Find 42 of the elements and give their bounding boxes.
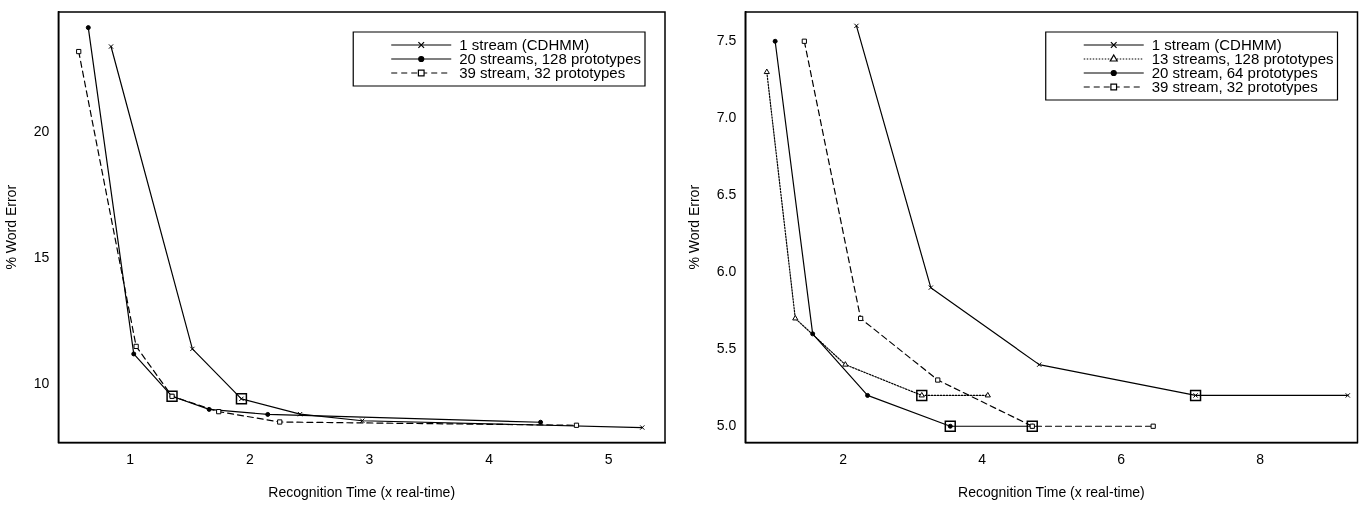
x-axis-title: Recognition Time (x real-time)	[958, 484, 1145, 501]
x-axis-title: Recognition Time (x real-time)	[268, 484, 456, 501]
x-tick-label: 1	[126, 450, 135, 467]
point	[1150, 423, 1156, 429]
x-tick-label: 5	[604, 450, 613, 467]
point	[1036, 362, 1042, 368]
y-tick-label: 10	[33, 375, 50, 392]
y-tick-label: 7.0	[716, 109, 737, 126]
x-tick-label: 8	[1256, 450, 1265, 467]
point	[297, 411, 303, 417]
y-tick-label: 6.0	[716, 263, 737, 280]
point	[189, 346, 195, 352]
x-tick-label: 2	[245, 450, 254, 467]
point	[216, 409, 222, 415]
point	[359, 418, 365, 424]
point	[763, 68, 770, 75]
point	[277, 419, 283, 425]
y-tick-label: 6.5	[716, 186, 737, 203]
point	[792, 314, 799, 321]
x-tick-label: 6	[1117, 450, 1126, 467]
point	[573, 422, 580, 428]
legend-label: 1 stream (CDHMM)	[1151, 36, 1282, 54]
y-tick-label: 15	[33, 249, 50, 266]
y-tick-label: 20	[33, 123, 50, 140]
point	[133, 343, 139, 350]
legend-label: 1 stream (CDHMM)	[459, 36, 590, 54]
point	[801, 38, 807, 44]
x-tick-label: 3	[365, 450, 374, 467]
y-tick-label: 5.0	[716, 417, 737, 434]
y-tick-label: 5.5	[716, 340, 737, 357]
point	[842, 361, 849, 367]
y-tick-label: 7.5	[716, 32, 737, 49]
point	[858, 315, 864, 322]
point	[928, 285, 934, 291]
x-tick-label: 2	[839, 450, 848, 467]
x-tick-label: 4	[485, 450, 494, 467]
point	[984, 391, 991, 398]
y-axis-title: % Word Error	[3, 184, 20, 270]
point	[935, 377, 941, 383]
point	[76, 48, 82, 55]
y-axis-title: % Word Error	[686, 184, 703, 270]
x-tick-label: 4	[978, 450, 987, 467]
